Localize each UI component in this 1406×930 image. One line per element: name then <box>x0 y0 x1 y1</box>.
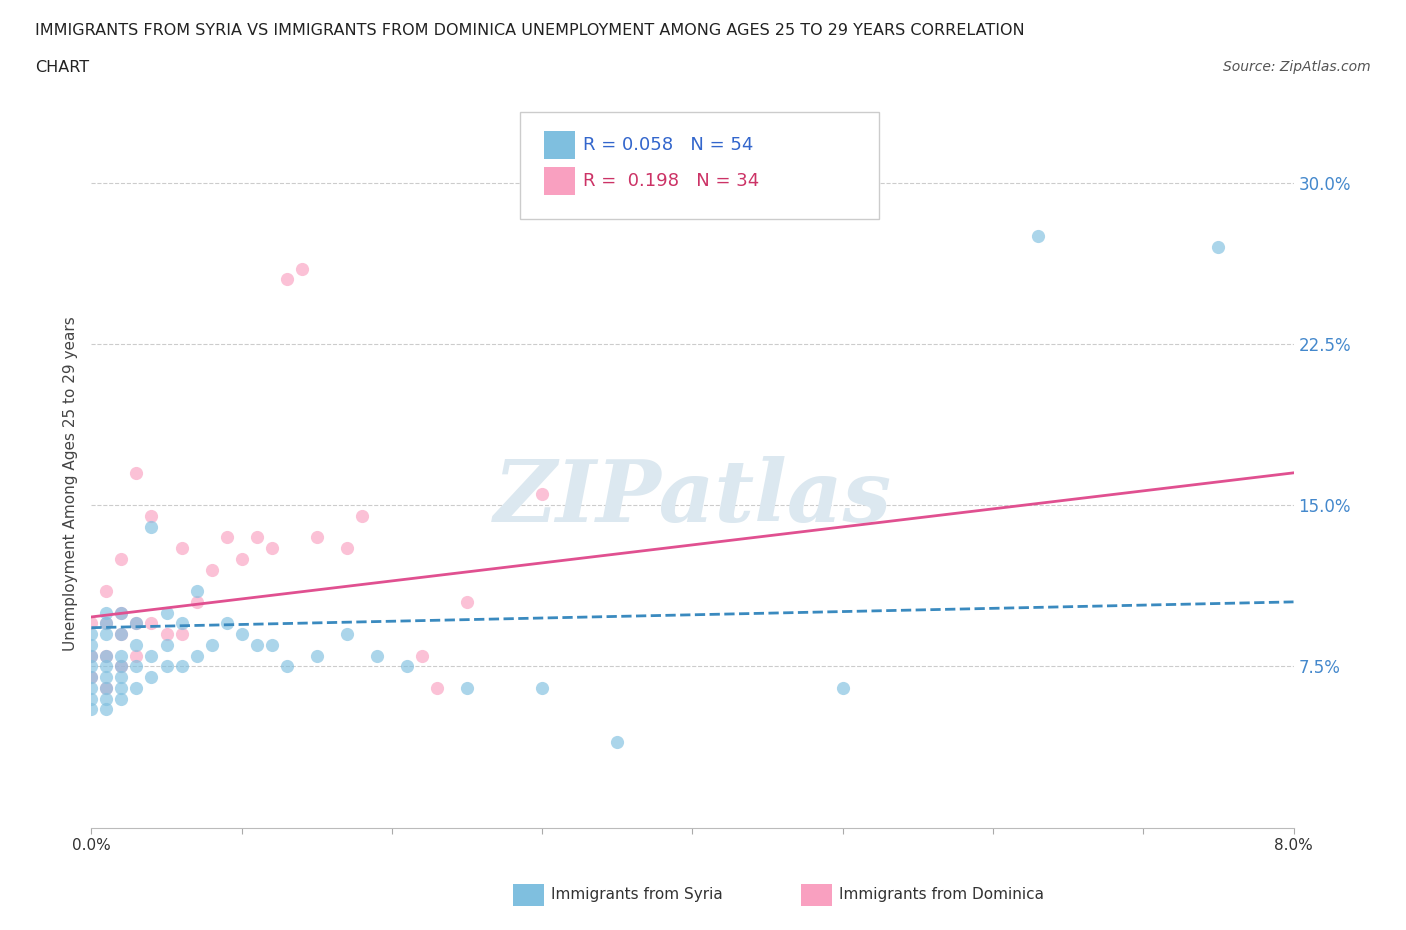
Point <box>155 627 177 642</box>
Point <box>110 659 132 674</box>
Point <box>110 551 132 566</box>
Point <box>96 616 118 631</box>
Point <box>80 627 103 642</box>
Text: CHART: CHART <box>35 60 89 75</box>
Point <box>170 659 193 674</box>
Point <box>1208 240 1230 255</box>
Point <box>531 487 554 502</box>
Text: IMMIGRANTS FROM SYRIA VS IMMIGRANTS FROM DOMINICA UNEMPLOYMENT AMONG AGES 25 TO : IMMIGRANTS FROM SYRIA VS IMMIGRANTS FROM… <box>35 23 1025 38</box>
Point <box>125 616 148 631</box>
Point <box>110 691 132 706</box>
Point <box>456 594 478 609</box>
Point <box>110 627 132 642</box>
Point <box>110 605 132 620</box>
Point <box>96 659 118 674</box>
Point <box>350 509 373 524</box>
Point <box>80 681 103 696</box>
Text: R = 0.058   N = 54: R = 0.058 N = 54 <box>583 136 754 154</box>
Point <box>125 616 148 631</box>
Point <box>170 540 193 555</box>
Point <box>276 659 298 674</box>
Point <box>96 670 118 684</box>
Point <box>215 530 238 545</box>
Point <box>110 627 132 642</box>
Point <box>96 648 118 663</box>
Point <box>96 648 118 663</box>
Point <box>201 637 224 652</box>
Point <box>110 670 132 684</box>
Point <box>80 670 103 684</box>
Point <box>260 637 283 652</box>
Text: Immigrants from Dominica: Immigrants from Dominica <box>839 887 1045 902</box>
Point <box>426 681 449 696</box>
Point <box>411 648 433 663</box>
Point <box>96 681 118 696</box>
Point <box>125 648 148 663</box>
Point <box>606 735 628 750</box>
Point <box>80 616 103 631</box>
Point <box>305 530 328 545</box>
Point <box>96 584 118 599</box>
Point <box>141 616 163 631</box>
Point <box>96 627 118 642</box>
Point <box>80 691 103 706</box>
Point <box>141 509 163 524</box>
Text: Source: ZipAtlas.com: Source: ZipAtlas.com <box>1223 60 1371 74</box>
Point <box>831 681 853 696</box>
Text: R =  0.198   N = 34: R = 0.198 N = 34 <box>583 172 759 191</box>
Point <box>96 691 118 706</box>
Point <box>110 605 132 620</box>
Point <box>170 627 193 642</box>
Point <box>96 681 118 696</box>
Point <box>155 605 177 620</box>
Point <box>110 659 132 674</box>
Point <box>80 659 103 674</box>
Point <box>110 648 132 663</box>
Point <box>96 616 118 631</box>
Text: Immigrants from Syria: Immigrants from Syria <box>551 887 723 902</box>
Point <box>395 659 418 674</box>
Text: ZIPatlas: ZIPatlas <box>494 456 891 539</box>
Point <box>456 681 478 696</box>
Point <box>155 637 177 652</box>
Point <box>246 530 269 545</box>
Point <box>186 594 208 609</box>
Point <box>186 648 208 663</box>
Point <box>141 648 163 663</box>
Point <box>531 681 554 696</box>
Point <box>125 681 148 696</box>
Point <box>96 605 118 620</box>
Point <box>110 681 132 696</box>
Point <box>80 648 103 663</box>
Y-axis label: Unemployment Among Ages 25 to 29 years: Unemployment Among Ages 25 to 29 years <box>63 316 79 651</box>
Point <box>336 627 359 642</box>
Point <box>231 627 253 642</box>
Point <box>80 702 103 717</box>
Point <box>96 702 118 717</box>
Point <box>125 465 148 480</box>
Point <box>260 540 283 555</box>
Point <box>215 616 238 631</box>
Point <box>336 540 359 555</box>
Point <box>80 670 103 684</box>
Point <box>305 648 328 663</box>
Point <box>155 659 177 674</box>
Point <box>125 637 148 652</box>
Point <box>246 637 269 652</box>
Point <box>141 519 163 534</box>
Point <box>366 648 388 663</box>
Point <box>141 670 163 684</box>
Point <box>231 551 253 566</box>
Point <box>186 584 208 599</box>
Point <box>291 261 314 276</box>
Point <box>80 648 103 663</box>
Point <box>80 637 103 652</box>
Point <box>201 562 224 577</box>
Point <box>276 272 298 286</box>
Point <box>1026 229 1049 244</box>
Point <box>170 616 193 631</box>
Point <box>125 659 148 674</box>
